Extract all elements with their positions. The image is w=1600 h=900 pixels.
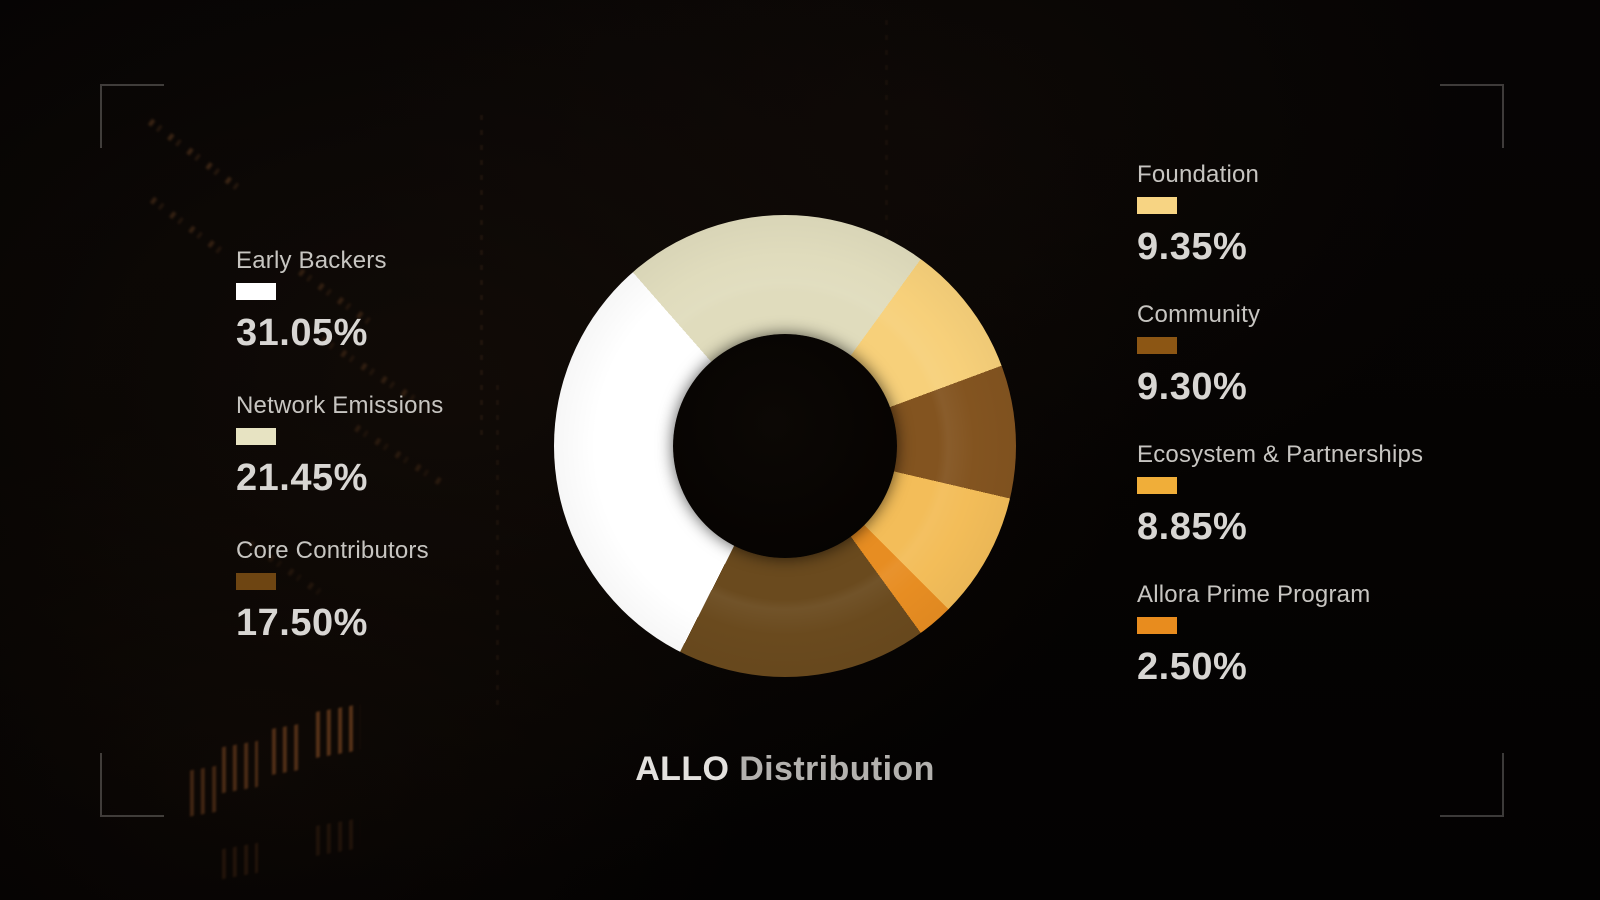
legend-swatch (1137, 617, 1177, 635)
bg-window-lights (190, 765, 218, 817)
legend-label: Foundation (1137, 161, 1260, 188)
bg-window-lights (316, 704, 360, 758)
legend-label: Allora Prime Program (1137, 581, 1371, 608)
bg-dotted-line (496, 385, 499, 715)
legend-value: 17.50% (236, 602, 368, 645)
legend-swatch (1137, 337, 1177, 355)
legend-item-community: Community 9.30% (1137, 301, 1261, 409)
legend-item-core-contributors: Core Contributors 17.50% (236, 537, 429, 645)
donut-center-hole (673, 334, 897, 558)
legend-item-network-emissions: Network Emissions 21.45% (236, 392, 444, 500)
bg-window-lights-reflection (222, 842, 258, 880)
legend-swatch (236, 283, 276, 301)
legend-value: 8.85% (1137, 506, 1248, 549)
legend-item-ecosystem-partnerships: Ecosystem & Partnerships 8.85% (1137, 441, 1424, 549)
legend-label: Ecosystem & Partnerships (1137, 441, 1424, 468)
legend-label: Core Contributors (236, 537, 429, 564)
legend-value: 9.30% (1137, 366, 1248, 409)
chart-title-rest: Distribution (739, 750, 935, 788)
legend-label: Community (1137, 301, 1261, 328)
legend-swatch (236, 573, 276, 591)
legend-label: Network Emissions (236, 392, 444, 419)
legend-value: 31.05% (236, 312, 368, 355)
legend-item-early-backers: Early Backers 31.05% (236, 247, 387, 355)
bg-dotted-line (885, 20, 888, 320)
legend-value: 2.50% (1137, 646, 1248, 689)
chart-title-brand: ALLO (635, 750, 730, 788)
legend-swatch (1137, 197, 1177, 215)
legend-swatch (1137, 477, 1177, 495)
bg-window-lights (272, 723, 304, 775)
donut-chart-container (554, 215, 1016, 677)
frame-corner-top-right (1440, 84, 1504, 148)
frame-corner-bottom-right (1440, 753, 1504, 817)
legend-item-allora-prime-program: Allora Prime Program 2.50% (1137, 581, 1371, 689)
legend-item-foundation: Foundation 9.35% (1137, 161, 1260, 269)
bg-window-lights (222, 740, 258, 794)
legend-label: Early Backers (236, 247, 387, 274)
legend-swatch (236, 428, 276, 446)
legend-value: 9.35% (1137, 226, 1248, 269)
frame-corner-bottom-left (100, 753, 164, 817)
frame-corner-top-left (100, 84, 164, 148)
legend-value: 21.45% (236, 457, 368, 500)
bg-dotted-line (480, 115, 483, 445)
chart-title: ALLO Distribution (533, 750, 1037, 789)
